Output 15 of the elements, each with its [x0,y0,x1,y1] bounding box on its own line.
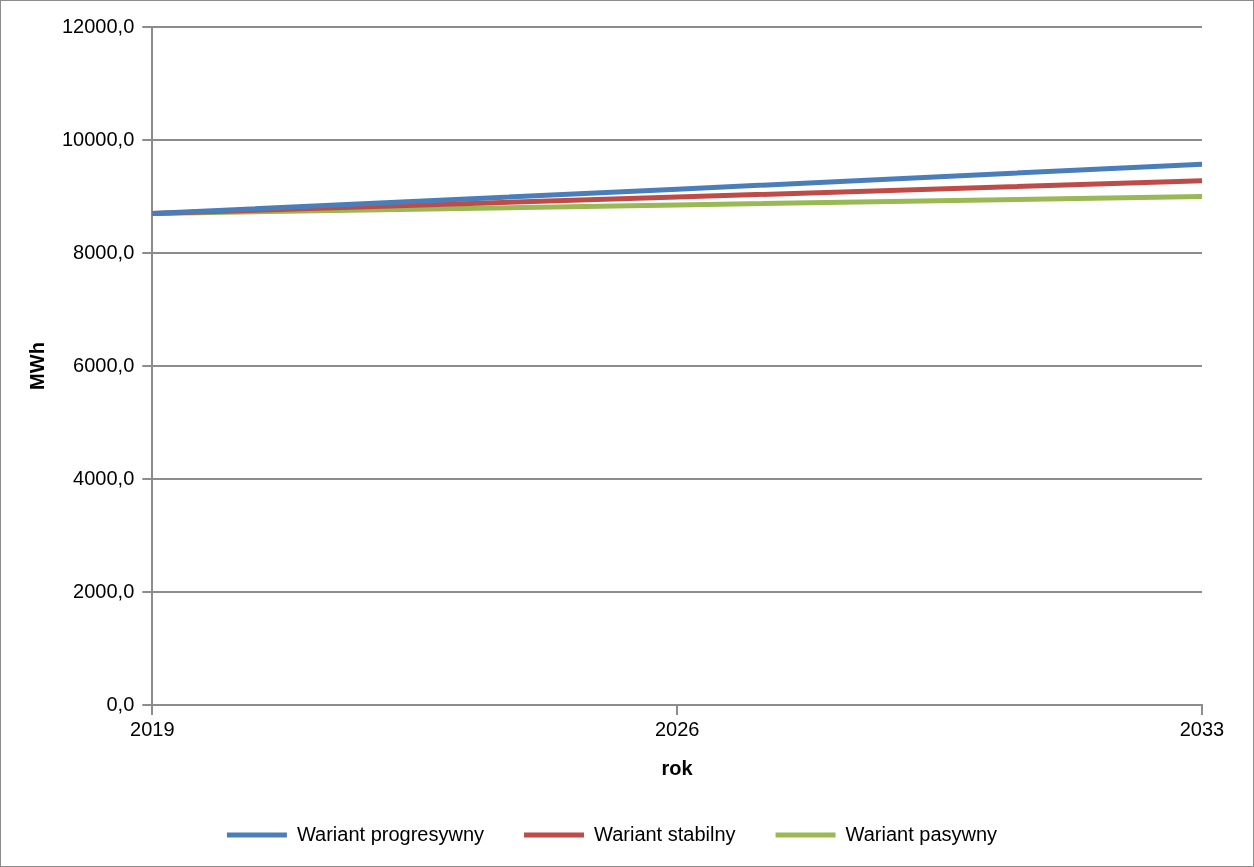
y-tick-label: 2000,0 [73,579,135,602]
y-tick-label: 6000,0 [73,353,135,376]
y-tick-label: 4000,0 [73,466,135,489]
y-tick-label: 8000,0 [73,240,135,263]
x-tick-label: 2026 [654,717,700,740]
legend-label: Wariant pasywny [845,822,998,845]
y-axis-title: MWh [25,342,48,390]
x-tick-label: 2019 [130,717,175,740]
legend-label: Wariant progresywny [296,822,485,845]
x-axis-title: rok [661,756,694,779]
y-tick-label: 0,0 [106,692,135,715]
y-tick-label: 10000,0 [62,127,135,150]
y-tick-label: 12000,0 [62,14,135,37]
x-tick-label: 2033 [1179,717,1225,740]
legend-label: Wariant stabilny [594,822,736,845]
